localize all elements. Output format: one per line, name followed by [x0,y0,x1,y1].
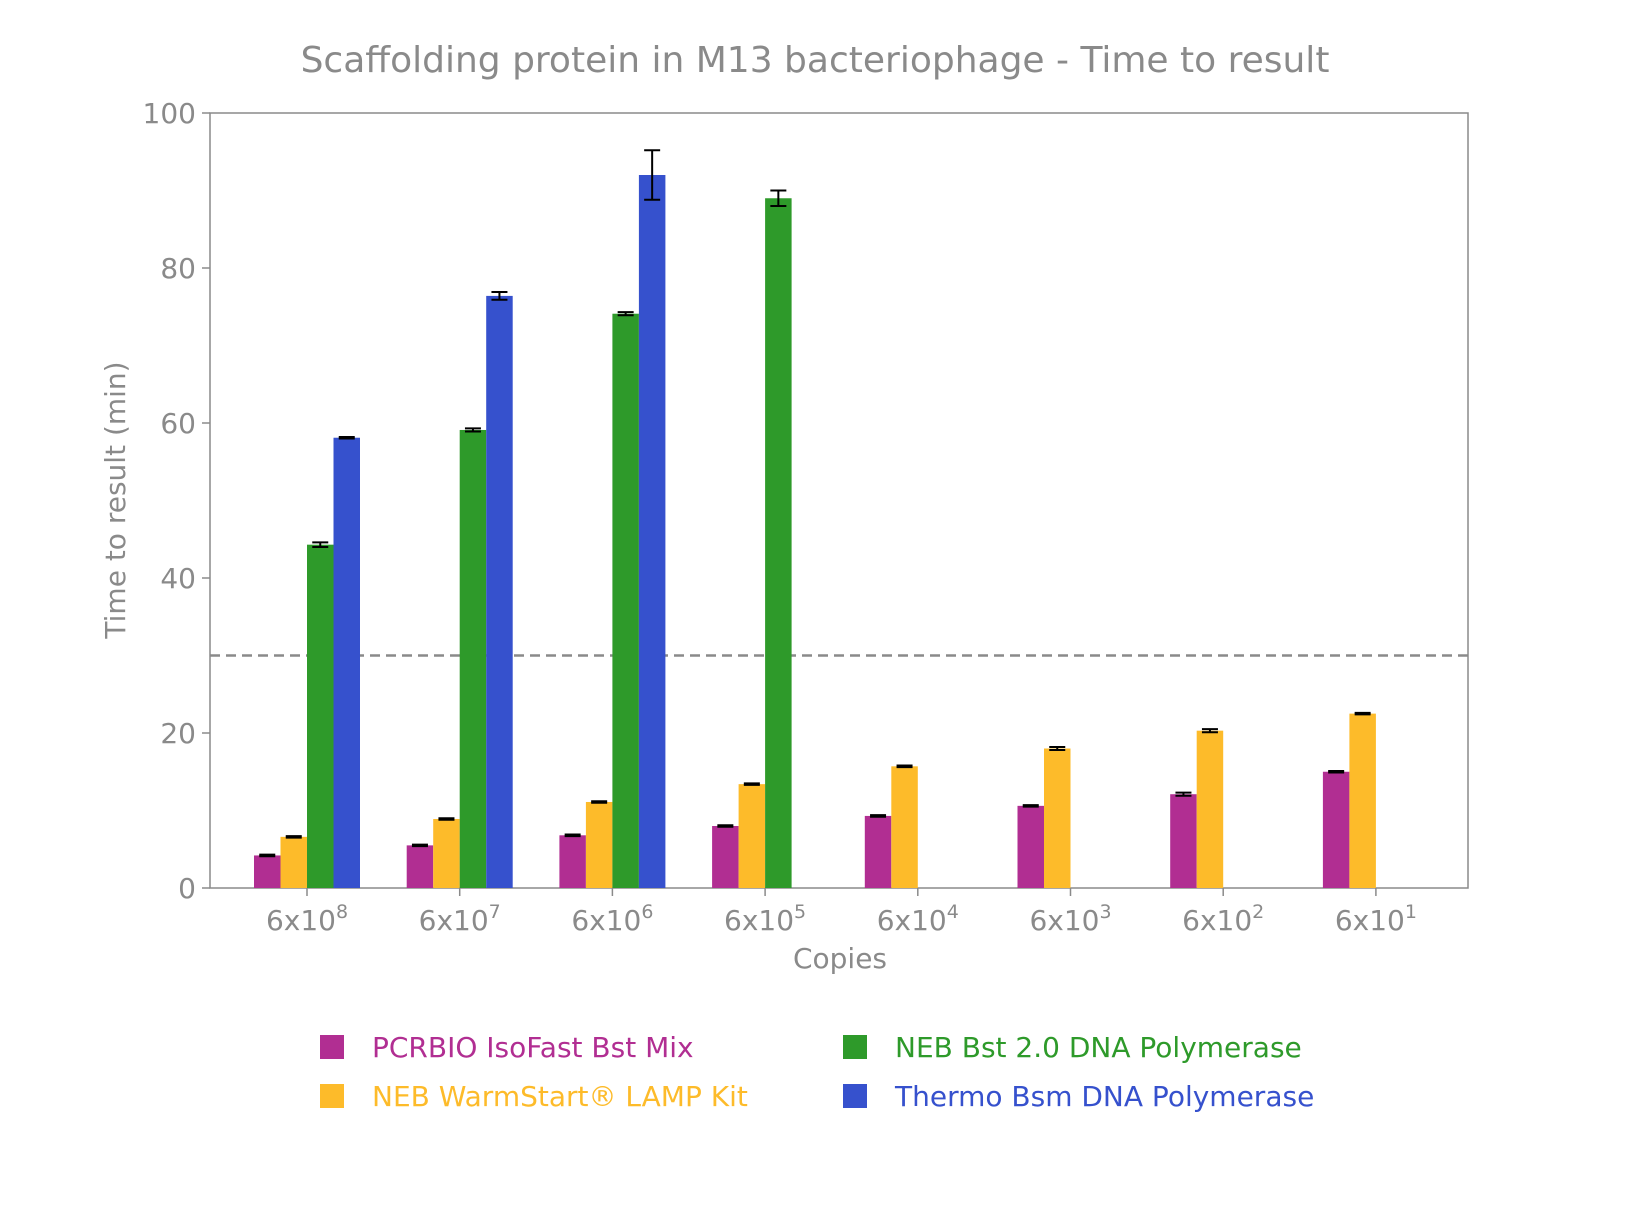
y-tick-label: 40 [160,562,196,595]
x-axis-label: Copies [793,942,887,975]
x-tick-label: 6x104 [877,901,959,937]
bar [1196,730,1224,888]
bar [864,815,892,888]
bar [712,826,739,888]
bar [638,175,666,888]
legend-swatch [320,1035,344,1059]
bar [585,801,613,888]
bar [891,766,918,888]
bar [406,845,434,888]
x-tick-label: 6x107 [419,901,501,937]
bar [1044,748,1071,888]
x-tick-label: 6x105 [724,901,806,937]
legend-label: NEB Bst 2.0 DNA Polymerase [895,1031,1302,1064]
x-tick-label: 6x103 [1029,901,1111,937]
y-tick-label: 100 [143,97,196,130]
legend-swatch [843,1084,867,1108]
bar [433,819,460,888]
bar [1349,713,1376,888]
chart-title: Scaffolding protein in M13 bacteriophage… [301,40,1330,81]
bar [333,437,360,888]
y-axis-label: Time to result (min) [99,361,132,639]
bar [559,835,586,888]
bar [280,836,307,888]
bar [765,198,792,888]
y-tick-label: 20 [160,717,196,750]
legend-label: Thermo Bsm DNA Polymerase [894,1080,1314,1113]
x-tick-label: 6x108 [266,901,348,937]
bar [1322,771,1350,888]
bar [738,784,766,888]
y-tick-label: 60 [160,407,196,440]
bar [459,429,487,888]
legend-label: PCRBIO IsoFast Bst Mix [372,1031,694,1064]
bar [1170,794,1197,888]
x-tick-label: 6x101 [1335,901,1417,937]
legend-swatch [320,1084,344,1108]
x-tick-label: 6x102 [1182,901,1264,937]
x-tick-label: 6x106 [571,901,653,937]
bar [1017,805,1044,888]
legend: PCRBIO IsoFast Bst Mix NEB WarmStart® LAM… [320,1031,1314,1113]
legend-swatch [843,1035,867,1059]
bar [612,313,639,889]
bar [486,295,513,888]
plot-area [209,112,1469,889]
bar [307,544,334,888]
legend-label: NEB WarmStart® LAMP Kit [372,1080,748,1113]
y-tick-label: 80 [160,252,196,285]
y-tick-label: 0 [178,872,196,905]
bar [254,855,281,888]
